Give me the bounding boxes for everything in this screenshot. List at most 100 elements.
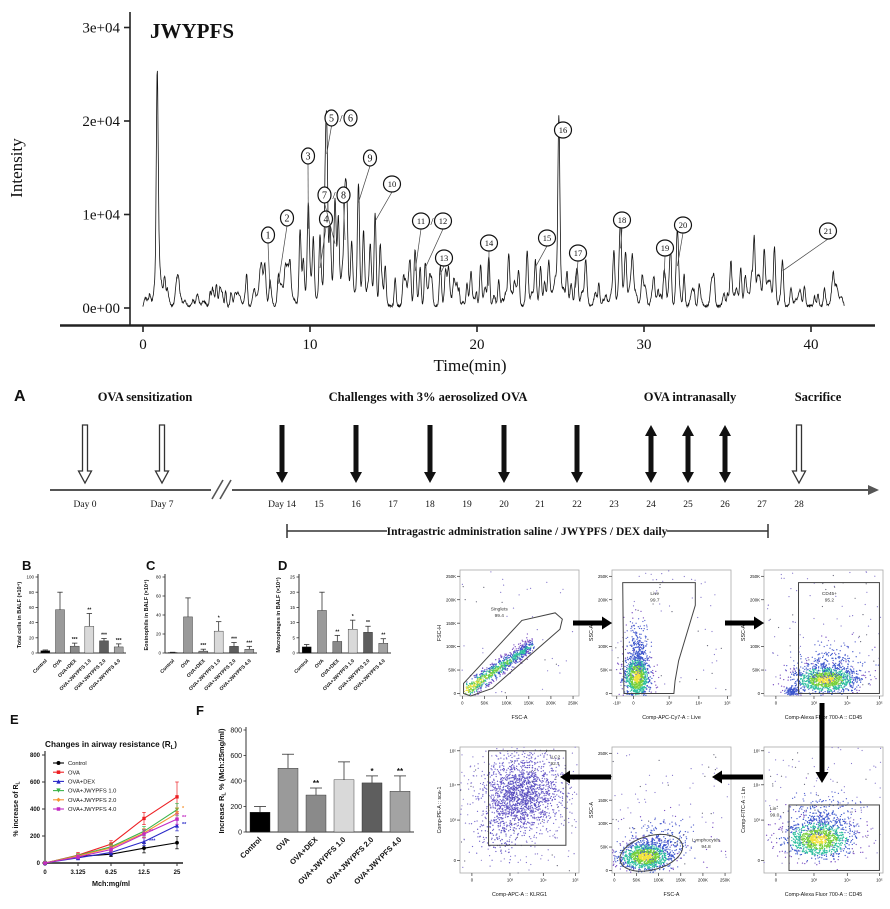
svg-text:CD45+: CD45+: [822, 591, 837, 597]
panel-label-b: B: [22, 558, 32, 573]
svg-text:*: *: [218, 616, 220, 622]
svg-text:***: ***: [101, 633, 107, 639]
svg-text:Day 14: Day 14: [268, 500, 296, 510]
svg-text:6.25: 6.25: [105, 870, 117, 876]
svg-text:Control: Control: [159, 658, 176, 675]
panel-label-c: C: [146, 558, 156, 573]
svg-text:Intragastric administration sa: Intragastric administration saline / JWY…: [387, 526, 668, 538]
svg-text:200: 200: [30, 834, 41, 840]
svg-text:95.2: 95.2: [825, 598, 835, 604]
svg-text:OVA sensitization: OVA sensitization: [98, 390, 193, 404]
svg-text:Singlets: Singlets: [491, 606, 509, 612]
svg-text:13: 13: [440, 253, 449, 263]
svg-text:***: ***: [246, 640, 252, 646]
svg-text:80: 80: [156, 575, 162, 580]
svg-text:Macrophages in BALF (×10⁴): Macrophages in BALF (×10⁴): [276, 577, 282, 652]
svg-text:8: 8: [341, 191, 346, 202]
svg-text:50K: 50K: [481, 701, 489, 706]
svg-text:16: 16: [351, 500, 361, 510]
svg-text:**: **: [182, 822, 187, 828]
svg-text:OVA: OVA: [314, 658, 326, 670]
svg-text:26: 26: [720, 500, 730, 510]
svg-text:28: 28: [794, 500, 804, 510]
svg-text:OVA+JWYPFS 2.0: OVA+JWYPFS 2.0: [68, 798, 116, 804]
svg-text:100K: 100K: [750, 644, 760, 649]
svg-text:**: **: [397, 767, 404, 776]
svg-text:3: 3: [306, 152, 311, 163]
svg-text:17: 17: [574, 248, 583, 258]
svg-text:5: 5: [292, 635, 295, 640]
svg-text:16: 16: [559, 125, 568, 135]
svg-text:0: 0: [632, 701, 635, 706]
svg-text:1e+04: 1e+04: [82, 208, 120, 224]
airway-resistance-line-chart: 0 200 400 600 800 0 3.125 6.25 12.5 25 Mch:mg/ml % …: [13, 740, 187, 888]
svg-text:250K: 250K: [446, 574, 456, 579]
svg-text:10: 10: [290, 620, 296, 625]
svg-text:**: **: [335, 629, 339, 635]
svg-text:27: 27: [757, 500, 767, 510]
svg-text:200K: 200K: [750, 597, 760, 602]
svg-text:9: 9: [368, 154, 373, 165]
svg-text:Time(min): Time(min): [433, 356, 506, 375]
svg-text:11: 11: [417, 216, 425, 226]
svg-text:Challenges with 3% aerosolized: Challenges with 3% aerosolized OVA: [329, 390, 528, 404]
svg-text:SSC-A: SSC-A: [741, 624, 747, 641]
svg-text:/: /: [339, 113, 343, 125]
svg-text:*: *: [182, 806, 185, 812]
svg-text:Eosinophils in BALF (×10⁴): Eosinophils in BALF (×10⁴): [144, 579, 150, 650]
svg-text:10³: 10³: [811, 701, 818, 706]
svg-text:% increase of RL: % increase of RL: [13, 781, 22, 836]
svg-text:10: 10: [388, 179, 397, 189]
svg-text:**: **: [381, 633, 385, 639]
svg-text:200K: 200K: [446, 597, 456, 602]
svg-text:Control: Control: [68, 761, 87, 767]
svg-text:80: 80: [29, 590, 35, 595]
svg-text:0: 0: [139, 337, 147, 353]
svg-text:19: 19: [462, 500, 472, 510]
svg-text:OVA: OVA: [274, 835, 292, 853]
svg-text:/: /: [430, 216, 434, 228]
panel-label-e: E: [10, 712, 19, 727]
svg-text:10⁵: 10⁵: [724, 701, 731, 706]
svg-text:800: 800: [30, 753, 41, 759]
svg-text:18: 18: [425, 500, 435, 510]
svg-text:**: **: [182, 815, 187, 821]
svg-text:OVA: OVA: [68, 770, 80, 776]
svg-text:Control: Control: [293, 658, 310, 675]
svg-text:21: 21: [535, 500, 545, 510]
svg-text:15: 15: [290, 605, 296, 610]
svg-text:OVA: OVA: [180, 658, 192, 670]
svg-text:40: 40: [29, 620, 35, 625]
svg-text:OVA intranasally: OVA intranasally: [644, 390, 737, 404]
svg-text:150K: 150K: [446, 621, 456, 626]
svg-text:0: 0: [43, 870, 47, 876]
svg-text:100K: 100K: [446, 644, 456, 649]
svg-text:4: 4: [324, 215, 329, 226]
svg-text:250K: 250K: [750, 574, 760, 579]
svg-text:150K: 150K: [750, 621, 760, 626]
svg-text:12.5: 12.5: [138, 870, 150, 876]
svg-text:24: 24: [646, 500, 656, 510]
svg-text:200: 200: [230, 804, 242, 811]
svg-text:Sacrifice: Sacrifice: [795, 390, 842, 404]
svg-text:21: 21: [824, 226, 833, 236]
svg-text:400: 400: [30, 807, 41, 813]
svg-text:10⁴: 10⁴: [696, 701, 703, 706]
svg-text:Day 0: Day 0: [74, 500, 97, 510]
svg-text:FSC-H: FSC-H: [437, 625, 443, 641]
svg-text:OVA+JWYPFS 4.0: OVA+JWYPFS 4.0: [68, 807, 116, 813]
svg-text:600: 600: [30, 780, 41, 786]
svg-text:***: ***: [200, 643, 206, 649]
svg-text:20: 20: [29, 635, 35, 640]
svg-text:**: **: [366, 620, 370, 626]
svg-text:10⁴: 10⁴: [844, 701, 851, 706]
flow-cytometry-grid: 0 50K 100K 150K 200K 250K 0 50K 100K 150K 200K 250K…: [425, 555, 890, 909]
svg-text:0: 0: [775, 701, 778, 706]
flow-panel-live: -10³ 0 10³ 10⁴ 10⁵ 0 50K 100K 150K 200K 250K Comp-A…: [589, 569, 732, 721]
svg-text:Day 7: Day 7: [151, 500, 174, 510]
svg-text:30: 30: [637, 337, 652, 353]
